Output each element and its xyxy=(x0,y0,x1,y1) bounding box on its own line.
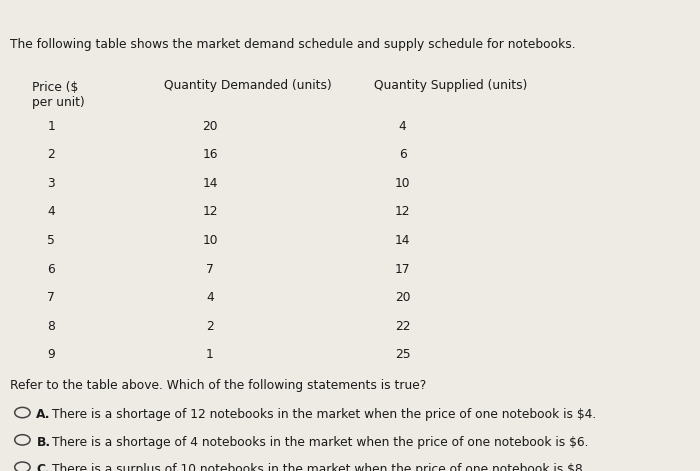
Text: 12: 12 xyxy=(202,205,218,219)
Text: There is a shortage of 4 notebooks in the market when the price of one notebook : There is a shortage of 4 notebooks in th… xyxy=(52,436,589,449)
Text: C.: C. xyxy=(36,463,50,471)
Text: 14: 14 xyxy=(202,177,218,190)
Text: 1: 1 xyxy=(206,348,214,361)
Text: Refer to the table above. Which of the following statements is true?: Refer to the table above. Which of the f… xyxy=(10,379,427,392)
Text: Quantity Demanded (units): Quantity Demanded (units) xyxy=(164,79,332,92)
Text: 2: 2 xyxy=(47,148,55,162)
Text: 1: 1 xyxy=(47,120,55,133)
Text: Price ($
per unit): Price ($ per unit) xyxy=(32,81,84,109)
Text: 10: 10 xyxy=(395,177,410,190)
Text: 9: 9 xyxy=(47,348,55,361)
Text: A.: A. xyxy=(36,408,51,422)
Text: 16: 16 xyxy=(202,148,218,162)
Text: 22: 22 xyxy=(395,320,410,333)
Text: 6: 6 xyxy=(398,148,407,162)
Text: 6: 6 xyxy=(47,262,55,276)
Text: 8: 8 xyxy=(47,320,55,333)
Text: 2: 2 xyxy=(206,320,214,333)
Text: 5: 5 xyxy=(47,234,55,247)
Text: 4: 4 xyxy=(398,120,407,133)
Text: 25: 25 xyxy=(395,348,410,361)
Text: 17: 17 xyxy=(395,262,410,276)
Text: 20: 20 xyxy=(395,291,410,304)
Text: 7: 7 xyxy=(47,291,55,304)
Text: 12: 12 xyxy=(395,205,410,219)
Text: Quantity Supplied (units): Quantity Supplied (units) xyxy=(374,79,528,92)
Text: 20: 20 xyxy=(202,120,218,133)
Text: B.: B. xyxy=(36,436,50,449)
Text: 4: 4 xyxy=(206,291,214,304)
Text: 3: 3 xyxy=(47,177,55,190)
Text: There is a shortage of 12 notebooks in the market when the price of one notebook: There is a shortage of 12 notebooks in t… xyxy=(52,408,596,422)
Text: The following table shows the market demand schedule and supply schedule for not: The following table shows the market dem… xyxy=(10,38,576,51)
Text: 4: 4 xyxy=(47,205,55,219)
Text: 14: 14 xyxy=(395,234,410,247)
Text: 7: 7 xyxy=(206,262,214,276)
Text: There is a surplus of 10 notebooks in the market when the price of one notebook : There is a surplus of 10 notebooks in th… xyxy=(52,463,587,471)
Text: 10: 10 xyxy=(202,234,218,247)
